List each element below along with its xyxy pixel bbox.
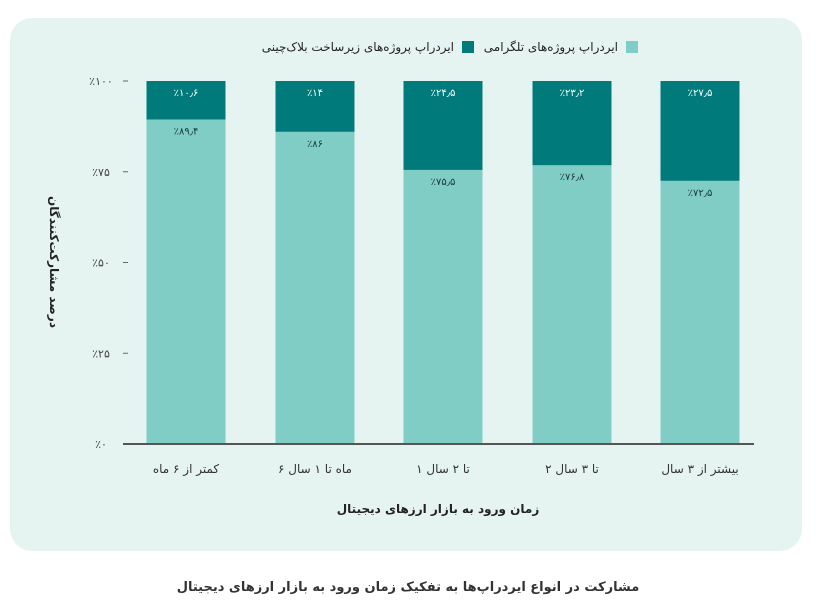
y-tick-label: ٪۲۵ [92, 347, 110, 360]
x-category-label: بیشتر از ۳ سال [661, 462, 738, 477]
bar-value-label: ٪۸۹٫۴ [174, 126, 199, 137]
y-tick-label: ٪۱۰۰ [89, 75, 113, 88]
bar-value-label: ٪۸۶ [307, 139, 323, 150]
bar-segment [275, 81, 355, 132]
bar-segment [403, 81, 483, 170]
x-category-label: ۶ ماه تا ۱ سال [278, 462, 352, 476]
bar-value-label: ٪۱۴ [307, 88, 323, 99]
y-tick-label: ٪۰ [95, 438, 107, 451]
bar-value-label: ٪۲۷٫۵ [688, 88, 713, 99]
bar-value-label: ٪۱۰٫۶ [174, 88, 199, 99]
legend-label: ایردراپ پروژه‌های زیرساخت بلاک‌چینی [262, 40, 454, 55]
y-tick-label: ٪۵۰ [92, 257, 110, 270]
bar-segment [532, 81, 612, 166]
bar-segment [660, 81, 740, 181]
x-category-label: ۲ تا ۳ سال [545, 462, 599, 476]
bar-value-label: ٪۷۵٫۵ [431, 177, 456, 188]
bar-value-label: ٪۷۲٫۵ [688, 188, 713, 199]
bar-segment [660, 180, 740, 444]
bar-segment [532, 165, 612, 444]
bar-value-label: ٪۲۴٫۵ [431, 88, 456, 99]
y-tick-label: ٪۷۵ [92, 166, 110, 179]
bar-segment [403, 169, 483, 444]
bar-segment [146, 119, 226, 444]
y-axis-title: درصد مشارکت‌کنندگان [47, 196, 61, 328]
legend-swatch [462, 41, 474, 53]
bar-segment [275, 131, 355, 444]
x-category-label: کمتر از ۶ ماه [153, 462, 220, 477]
x-axis-title: زمان ورود به بازار ارزهای دیجیتال [337, 502, 540, 517]
legend-label: ایردراپ پروژه‌های تلگرامی [484, 40, 618, 55]
bar-value-label: ٪۲۳٫۲ [560, 88, 585, 99]
bar-value-label: ٪۷۶٫۸ [560, 172, 585, 183]
figure-caption: مشارکت در انواع ایردراپ‌ها به تفکیک زمان… [176, 580, 640, 595]
bar-segment [146, 81, 226, 120]
x-category-label: ۱ تا ۲ سال [416, 462, 470, 476]
legend-swatch [626, 41, 638, 53]
